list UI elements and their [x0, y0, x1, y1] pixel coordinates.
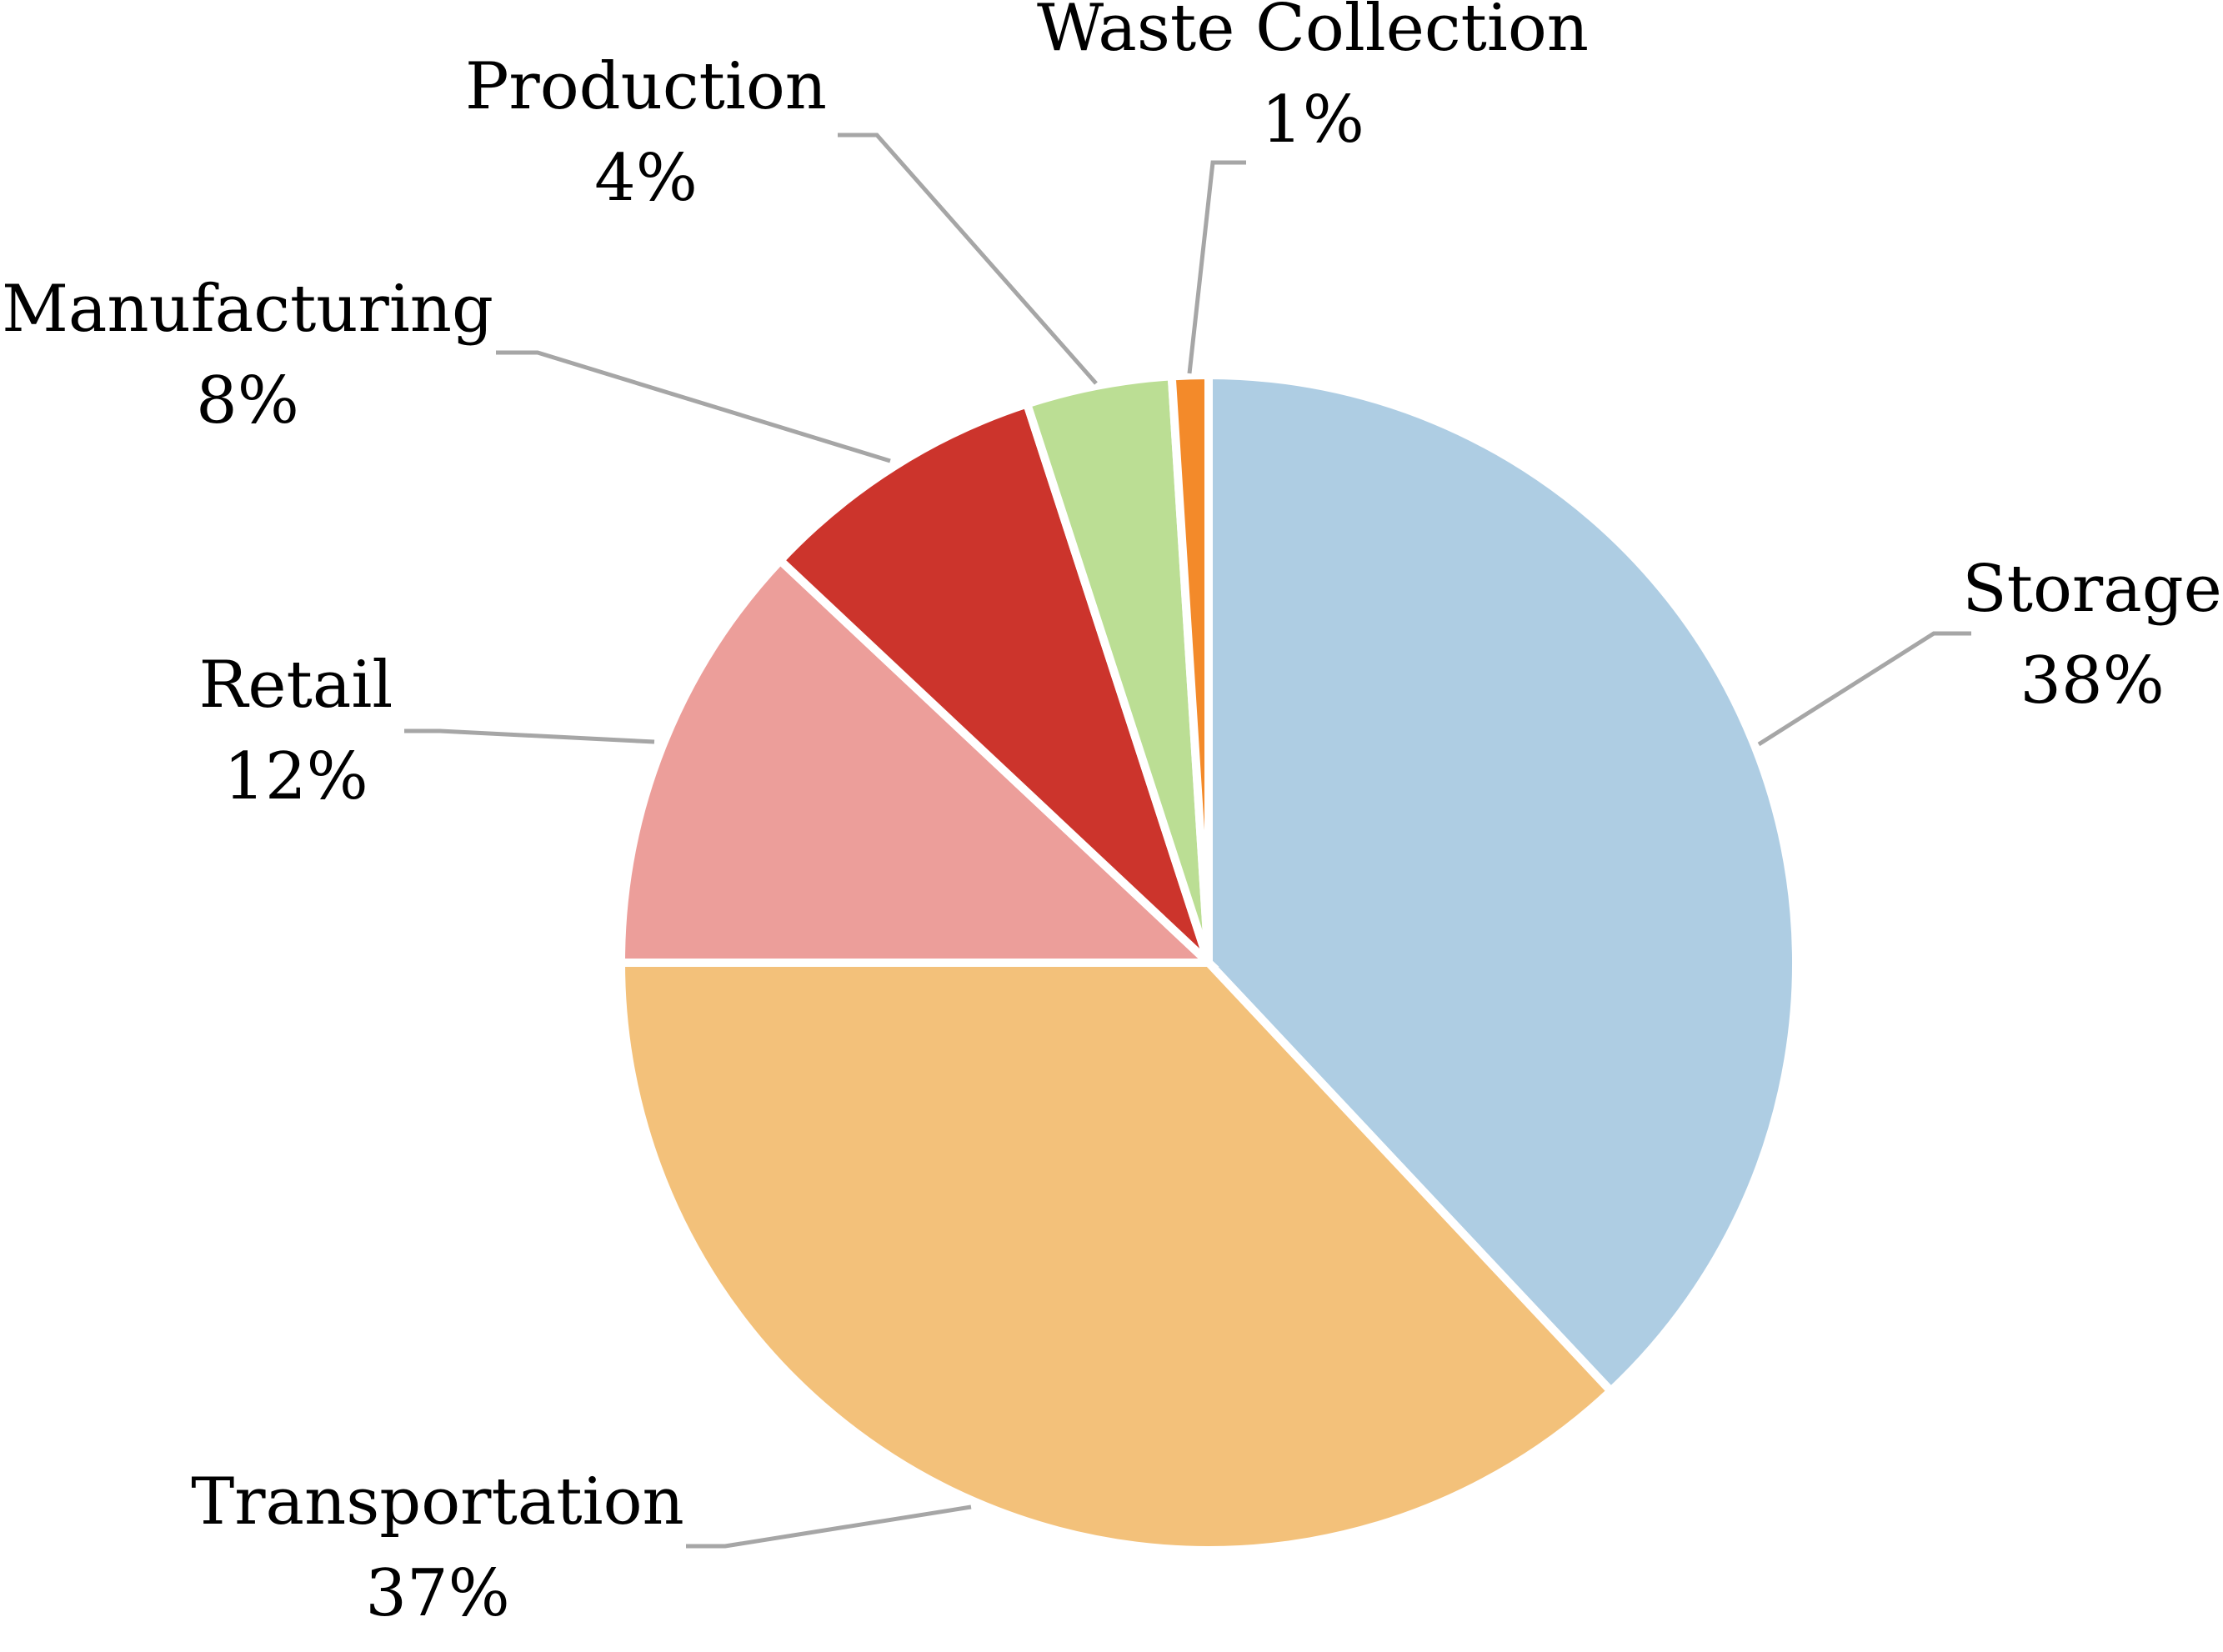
- leader-line-storage: [1757, 631, 1971, 747]
- slice-value-storage: 38%: [2020, 643, 2164, 718]
- pie-slice-manufacturing: [774, 398, 1213, 966]
- slice-value-retail: 12%: [223, 739, 368, 814]
- leader-line-production: [838, 133, 1098, 385]
- slice-label-manufacturing: Manufacturing: [2, 272, 493, 347]
- slice-value-manufacturing: 8%: [196, 363, 299, 438]
- slice-label-storage: Storage: [1962, 552, 2222, 627]
- slices-layer: [616, 370, 1800, 1554]
- pie-slice-retail: [616, 554, 1219, 967]
- slice-label-transportation: Transportation: [191, 1464, 684, 1539]
- leader-line-manufacturing: [496, 350, 891, 463]
- leader-line-waste-collection: [1187, 160, 1246, 374]
- pie-slice-storage: [1204, 370, 1800, 1397]
- slice-value-transportation: 37%: [365, 1556, 509, 1631]
- leader-lines-layer: [404, 133, 1971, 1549]
- leader-line-transportation: [686, 1504, 972, 1549]
- slice-value-waste-collection: 1%: [1261, 83, 1364, 158]
- pie-slice-waste-collection: [1167, 370, 1213, 964]
- slice-label-waste-collection: Waste Collection: [1037, 0, 1589, 66]
- slice-label-production: Production: [465, 49, 827, 124]
- leader-line-retail: [404, 728, 655, 744]
- slice-label-retail: Retail: [199, 648, 393, 723]
- pie-slice-transportation: [616, 959, 1617, 1554]
- slice-value-production: 4%: [594, 141, 698, 216]
